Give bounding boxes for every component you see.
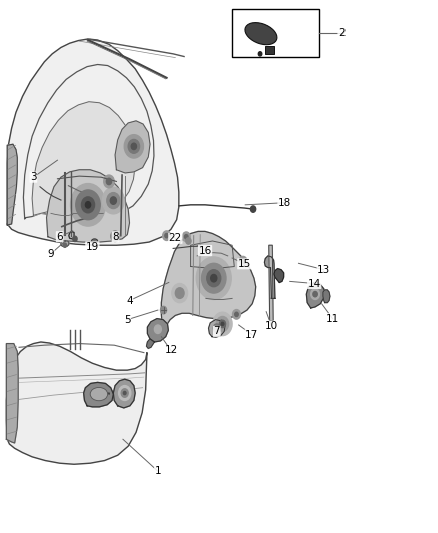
Circle shape [76,190,100,220]
Text: 14: 14 [307,279,321,288]
Circle shape [251,206,256,212]
Polygon shape [274,269,284,282]
Text: 13: 13 [317,265,330,274]
Text: 3: 3 [30,172,37,182]
Circle shape [121,389,128,397]
Circle shape [160,306,166,314]
Text: 2: 2 [338,28,345,38]
Text: 9: 9 [48,249,54,259]
Circle shape [85,201,91,208]
Circle shape [311,289,319,300]
Polygon shape [306,282,324,308]
Circle shape [207,270,221,287]
Polygon shape [208,320,225,337]
Circle shape [172,284,187,303]
Circle shape [107,192,120,208]
Polygon shape [323,290,330,303]
Text: 12: 12 [164,345,177,356]
Circle shape [213,324,220,333]
Circle shape [258,52,262,56]
Circle shape [154,325,161,334]
Text: 6: 6 [57,232,63,242]
Polygon shape [61,241,69,246]
Circle shape [63,243,67,247]
Text: 7: 7 [213,326,220,336]
Circle shape [106,178,112,184]
Circle shape [124,391,126,394]
Circle shape [71,183,106,226]
Polygon shape [46,169,130,242]
Polygon shape [148,319,168,342]
Bar [232,9,319,56]
Circle shape [241,259,245,263]
Bar [265,46,275,54]
Text: 18: 18 [278,198,291,208]
Text: 15: 15 [238,259,251,269]
Circle shape [213,312,232,336]
Circle shape [233,310,240,319]
Polygon shape [32,102,135,215]
Ellipse shape [92,239,98,243]
Text: 11: 11 [326,313,339,324]
Circle shape [186,238,191,244]
Text: 5: 5 [124,314,131,325]
Circle shape [184,235,188,239]
Circle shape [81,197,95,213]
Circle shape [119,385,131,400]
Text: 1: 1 [155,466,161,476]
Circle shape [110,197,117,204]
Text: 8: 8 [112,232,119,242]
Circle shape [211,274,217,282]
Text: 22: 22 [169,233,182,244]
Polygon shape [265,256,275,298]
Circle shape [165,233,168,238]
Ellipse shape [90,387,108,401]
Polygon shape [7,344,18,443]
Ellipse shape [245,22,277,45]
Circle shape [104,175,114,188]
Polygon shape [147,339,154,349]
Text: 17: 17 [245,329,258,340]
Polygon shape [84,382,113,407]
Text: 19: 19 [86,242,99,252]
Circle shape [102,187,124,214]
Circle shape [175,288,184,298]
Text: 2: 2 [339,28,346,38]
Circle shape [221,322,224,326]
Circle shape [216,317,229,332]
Circle shape [235,312,238,317]
Circle shape [111,231,120,241]
Circle shape [313,292,317,297]
Circle shape [219,320,226,328]
Circle shape [73,236,77,241]
Circle shape [182,232,190,241]
Text: 16: 16 [198,246,212,255]
Text: 4: 4 [126,295,133,305]
Circle shape [113,233,117,239]
Polygon shape [115,121,150,173]
Circle shape [124,135,144,158]
Polygon shape [269,245,273,321]
Circle shape [128,140,140,154]
Polygon shape [113,379,135,408]
Polygon shape [161,231,256,326]
Polygon shape [7,342,147,464]
Circle shape [162,231,170,240]
Polygon shape [7,39,179,245]
Circle shape [131,143,137,150]
Circle shape [196,257,231,300]
Circle shape [201,263,226,293]
Text: 10: 10 [265,321,278,331]
Circle shape [239,256,247,266]
Polygon shape [7,144,17,225]
